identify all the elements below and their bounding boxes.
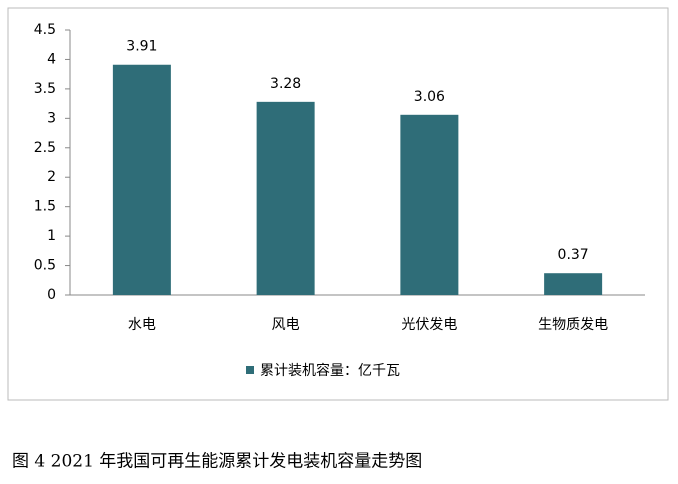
x-tick-label: 生物质发电 (538, 317, 608, 333)
chart-frame (7, 7, 669, 401)
x-tick-label: 风电 (272, 317, 300, 333)
bar (256, 101, 315, 295)
y-tick-label: 0 (47, 287, 56, 303)
y-tick-label: 4.5 (34, 22, 56, 38)
data-label: 0.37 (558, 247, 589, 263)
data-label: 3.28 (270, 76, 301, 92)
data-label: 3.91 (126, 39, 157, 55)
bar (112, 64, 171, 295)
x-tick-label: 水电 (128, 317, 156, 333)
x-tick-label: 光伏发电 (401, 317, 457, 333)
bar (544, 273, 603, 295)
y-tick-label: 0.5 (34, 258, 56, 274)
y-tick-label: 4 (47, 51, 56, 67)
data-label: 3.06 (414, 89, 445, 105)
y-tick-label: 1 (47, 228, 56, 244)
y-tick-label: 3.5 (34, 81, 56, 97)
legend-swatch (246, 366, 254, 374)
bar (400, 114, 459, 295)
caption: 图 4 2021 年我国可再生能源累计发电装机容量走势图 (12, 452, 422, 472)
y-tick-label: 1.5 (34, 199, 56, 215)
y-tick-label: 3 (47, 110, 56, 126)
legend-label: 累计装机容量：亿千瓦 (260, 362, 400, 379)
y-tick-label: 2.5 (34, 140, 56, 156)
y-tick-label: 2 (47, 169, 56, 185)
